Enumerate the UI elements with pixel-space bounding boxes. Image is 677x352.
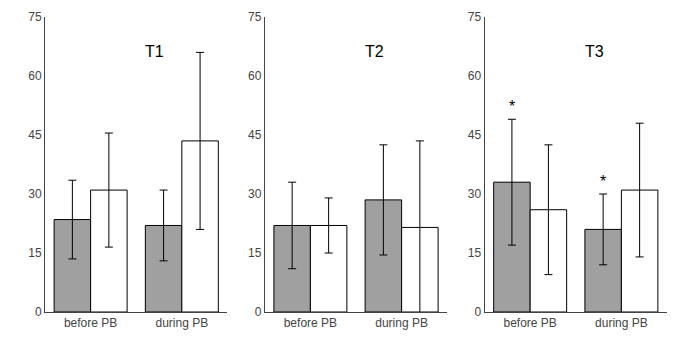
svg-text:45: 45 [248, 128, 262, 142]
svg-text:30: 30 [28, 187, 42, 201]
svg-text:0: 0 [35, 305, 42, 319]
svg-text:T1: T1 [145, 43, 164, 60]
svg-text:15: 15 [28, 246, 42, 260]
svg-text:0: 0 [474, 305, 481, 319]
svg-text:75: 75 [468, 10, 482, 24]
svg-text:before PB: before PB [64, 316, 117, 330]
svg-text:*: * [509, 98, 515, 115]
svg-text:during PB: during PB [595, 316, 648, 330]
svg-text:before PB: before PB [503, 316, 556, 330]
svg-text:15: 15 [468, 246, 482, 260]
svg-text:T2: T2 [365, 43, 384, 60]
svg-text:45: 45 [28, 128, 42, 142]
svg-text:60: 60 [248, 69, 262, 83]
svg-text:30: 30 [248, 187, 262, 201]
svg-text:0: 0 [255, 305, 262, 319]
svg-text:30: 30 [468, 187, 482, 201]
svg-text:45: 45 [468, 128, 482, 142]
svg-text:before PB: before PB [284, 316, 337, 330]
svg-text:during PB: during PB [375, 316, 428, 330]
svg-text:75: 75 [28, 10, 42, 24]
svg-text:T3: T3 [585, 43, 604, 60]
svg-text:*: * [600, 173, 606, 190]
svg-text:60: 60 [468, 69, 482, 83]
svg-text:75: 75 [248, 10, 262, 24]
svg-text:during PB: during PB [155, 316, 208, 330]
svg-text:15: 15 [248, 246, 262, 260]
svg-text:60: 60 [28, 69, 42, 83]
